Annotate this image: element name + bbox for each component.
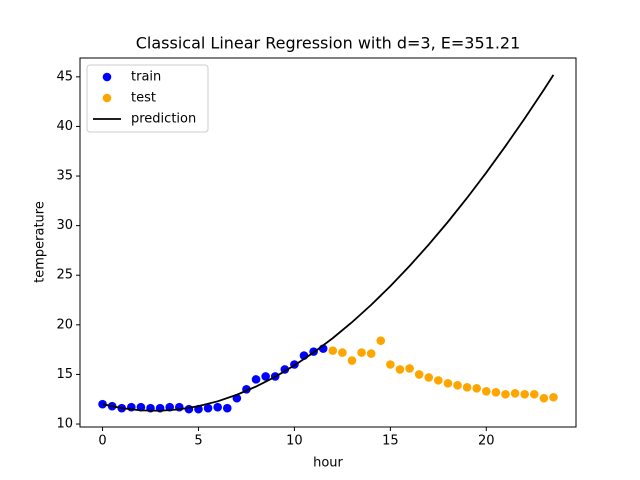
y-tick-label: 30 — [56, 218, 73, 233]
point — [405, 364, 414, 373]
point — [472, 384, 482, 393]
point — [366, 349, 376, 358]
point — [98, 399, 107, 409]
point — [491, 387, 501, 397]
x-tick-label: 5 — [194, 434, 202, 449]
point — [529, 389, 539, 399]
point — [414, 370, 424, 379]
y-tick-label: 35 — [56, 169, 73, 184]
y-tick-label: 10 — [56, 417, 73, 432]
point — [424, 373, 434, 382]
point — [357, 348, 366, 357]
legend-marker — [102, 93, 112, 103]
point — [501, 389, 510, 399]
y-axis-label: temperature — [33, 201, 48, 283]
point — [338, 348, 347, 357]
point — [261, 372, 270, 381]
x-tick-label: 0 — [98, 434, 106, 449]
y-tick-label: 25 — [56, 268, 73, 283]
point — [213, 402, 222, 412]
point — [549, 392, 558, 402]
legend-label: train — [131, 70, 161, 85]
point — [203, 403, 213, 413]
x-tick-label: 20 — [478, 434, 495, 449]
point — [395, 365, 405, 374]
point — [510, 388, 520, 398]
point — [443, 379, 453, 388]
legend-label: prediction — [131, 112, 196, 127]
y-tick-label: 40 — [56, 119, 73, 134]
point — [386, 360, 395, 369]
y-tick-label: 15 — [56, 367, 73, 382]
point — [434, 376, 443, 385]
chart-title: Classical Linear Regression with d=3, E=… — [136, 34, 521, 53]
legend-box — [86, 64, 209, 133]
point — [328, 346, 338, 355]
x-tick-label: 10 — [286, 434, 303, 449]
point — [539, 393, 549, 403]
point — [520, 389, 529, 399]
plot-frame — [79, 57, 577, 428]
line — [102, 74, 555, 412]
point — [222, 403, 232, 413]
x-axis-label: hour — [313, 456, 343, 471]
legend-label: test — [131, 91, 156, 106]
y-tick-label: 45 — [56, 69, 73, 84]
y-tick-label: 20 — [56, 317, 73, 332]
point — [481, 386, 491, 396]
point — [462, 383, 472, 392]
point — [347, 356, 357, 365]
point — [251, 375, 261, 384]
x-tick-label: 15 — [382, 434, 399, 449]
legend-marker — [102, 72, 112, 82]
point — [376, 336, 386, 346]
point — [453, 381, 462, 390]
